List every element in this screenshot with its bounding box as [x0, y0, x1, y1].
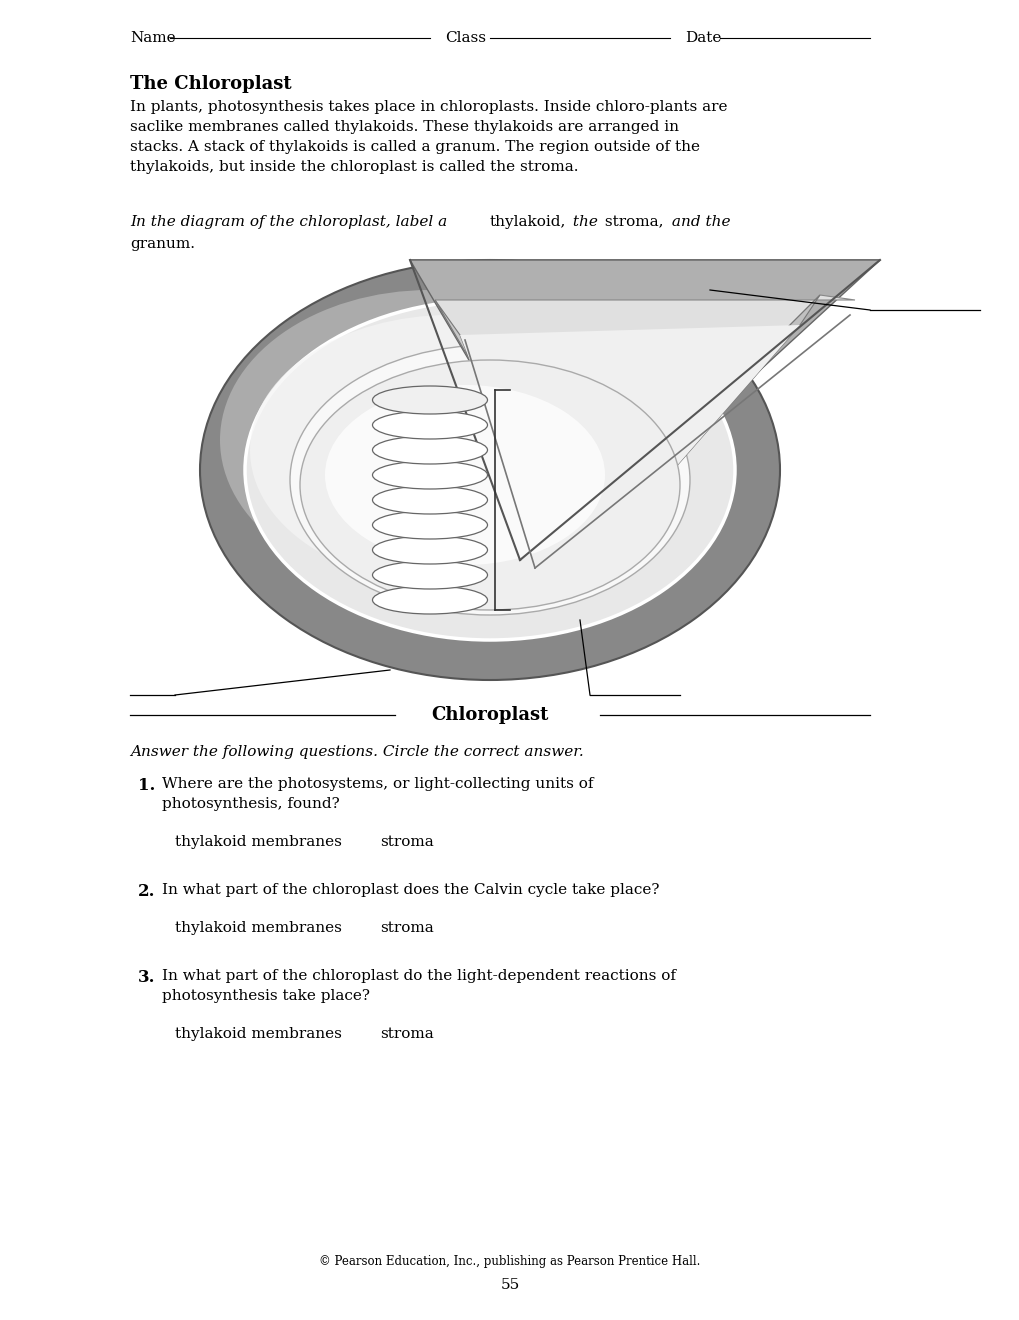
Text: Class: Class	[444, 30, 485, 45]
Text: 2.: 2.	[138, 883, 155, 900]
Text: thylakoid membranes: thylakoid membranes	[175, 921, 341, 935]
Text: © Pearson Education, Inc., publishing as Pearson Prentice Hall.: © Pearson Education, Inc., publishing as…	[319, 1255, 700, 1269]
Text: 55: 55	[500, 1278, 519, 1292]
Ellipse shape	[372, 536, 487, 564]
Ellipse shape	[310, 370, 609, 570]
Polygon shape	[434, 294, 854, 540]
Text: granum.: granum.	[129, 238, 195, 251]
Ellipse shape	[300, 360, 680, 610]
Text: Where are the photosystems, or light-collecting units of
photosynthesis, found?: Where are the photosystems, or light-col…	[162, 777, 593, 810]
Polygon shape	[434, 300, 575, 565]
Text: the: the	[568, 215, 597, 228]
Ellipse shape	[220, 290, 639, 590]
Ellipse shape	[200, 260, 780, 680]
Text: thylakoid membranes: thylakoid membranes	[175, 1027, 341, 1041]
Polygon shape	[460, 325, 799, 565]
Ellipse shape	[325, 385, 604, 565]
Text: stroma: stroma	[380, 921, 433, 935]
Text: thylakoid,: thylakoid,	[489, 215, 566, 228]
Text: In what part of the chloroplast does the Calvin cycle take place?: In what part of the chloroplast does the…	[162, 883, 659, 898]
Text: In the diagram of the chloroplast, label a: In the diagram of the chloroplast, label…	[129, 215, 451, 228]
Ellipse shape	[372, 385, 487, 414]
Text: and the: and the	[666, 215, 730, 228]
Ellipse shape	[372, 511, 487, 539]
Polygon shape	[410, 260, 879, 540]
Ellipse shape	[250, 315, 649, 585]
Text: The Chloroplast: The Chloroplast	[129, 75, 291, 92]
Text: thylakoid membranes: thylakoid membranes	[175, 836, 341, 849]
Ellipse shape	[372, 436, 487, 465]
Ellipse shape	[245, 300, 735, 640]
Ellipse shape	[372, 561, 487, 589]
Polygon shape	[575, 294, 819, 565]
Ellipse shape	[372, 586, 487, 614]
Text: In what part of the chloroplast do the light-dependent reactions of
photosynthes: In what part of the chloroplast do the l…	[162, 969, 676, 1003]
Text: 1.: 1.	[138, 777, 155, 795]
Text: stroma,: stroma,	[599, 215, 662, 228]
Text: In plants, photosynthesis takes place in chloroplasts. Inside chloro-plants are
: In plants, photosynthesis takes place in…	[129, 100, 727, 174]
Polygon shape	[410, 260, 879, 540]
Text: Answer the following questions. Circle the correct answer.: Answer the following questions. Circle t…	[129, 744, 583, 759]
Ellipse shape	[289, 345, 689, 615]
Text: Chloroplast: Chloroplast	[431, 706, 548, 723]
Text: 3.: 3.	[138, 969, 155, 986]
Text: stroma: stroma	[380, 836, 433, 849]
Ellipse shape	[372, 486, 487, 513]
Text: Date: Date	[685, 30, 720, 45]
Ellipse shape	[372, 461, 487, 488]
Ellipse shape	[372, 411, 487, 440]
Text: Name: Name	[129, 30, 175, 45]
Text: stroma: stroma	[380, 1027, 433, 1041]
